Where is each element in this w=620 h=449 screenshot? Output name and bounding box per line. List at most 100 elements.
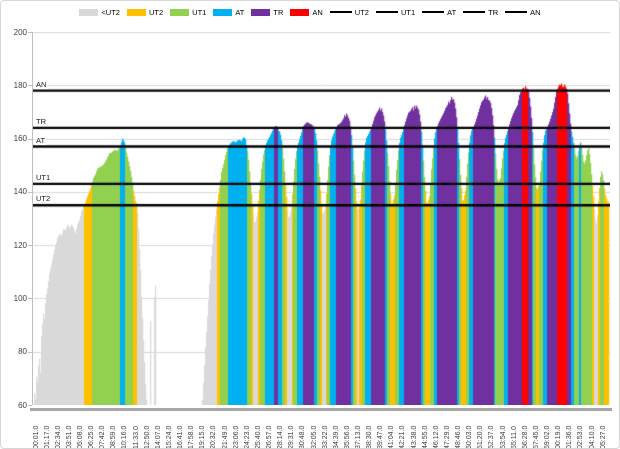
y-axis-tick — [28, 138, 32, 140]
x-axis-tick-label: 26:57.0 — [266, 425, 274, 449]
y-axis-tick — [28, 85, 32, 87]
x-axis-tick-label: 42:21.0 — [399, 425, 407, 449]
legend-item-an-line: AN — [505, 7, 541, 17]
x-axis-tick-label: 29:31.0 — [288, 425, 296, 449]
y-axis-tick-label: 200 — [13, 27, 27, 37]
x-axis-tick-label: 04:10.0 — [588, 425, 596, 449]
legend-item-ut1-area: UT1 — [170, 8, 206, 17]
legend-item-lt-ut2-area: <UT2 — [79, 8, 120, 17]
y-axis-tick — [28, 351, 32, 353]
x-axis-tick-label: 05:27.0 — [599, 425, 607, 449]
x-axis-tick-label: 57:45.0 — [532, 425, 540, 449]
chart-legend: <UT2 UT2 UT1 AT TR AN UT2 UT1 AT TR AN — [1, 5, 619, 19]
x-axis-tick-label: 05:08.0 — [76, 425, 84, 449]
x-axis-tick-label: 02:34.0 — [54, 425, 62, 449]
x-axis-line — [30, 408, 612, 411]
x-axis-tick-label: 32:05.0 — [310, 425, 318, 449]
x-axis-tick-label: 16:41.0 — [177, 425, 185, 449]
legend-swatch-icon — [126, 8, 146, 16]
legend-swatch-icon — [290, 8, 310, 16]
x-axis-tick-label: 52:37.0 — [488, 425, 496, 449]
x-axis-tick-label: 43:38.0 — [410, 425, 418, 449]
x-axis-tick-label: 02:53.0 — [577, 425, 585, 449]
legend-swatch-icon — [213, 8, 233, 16]
y-axis-tick — [28, 245, 32, 247]
legend-item-ut1-line: UT1 — [375, 7, 416, 17]
heart-rate-area-chart — [33, 32, 610, 405]
x-axis-tick-label: 20:32.0 — [210, 425, 218, 449]
legend-item-at-line: AT — [422, 8, 456, 17]
threshold-label-an: AN — [35, 79, 48, 89]
legend-item-an-area: AN — [290, 7, 323, 17]
y-axis-tick-label: 100 — [13, 293, 27, 303]
x-axis-tick-label: 53:54.0 — [499, 425, 507, 449]
y-axis-tick — [28, 32, 32, 33]
legend-label: UT2 — [148, 7, 164, 17]
legend-label: AN — [312, 7, 323, 17]
x-axis-tick-label: 17:58.0 — [188, 425, 196, 449]
x-axis-tick-label: 24:23.0 — [243, 425, 251, 449]
x-axis-tick-label: 38:30.0 — [366, 425, 374, 449]
legend-label: UT1 — [400, 7, 416, 17]
x-axis-tick-label: 23:06.0 — [232, 425, 240, 449]
y-axis-tick-label: 140 — [13, 187, 27, 197]
legend-label: UT2 — [354, 7, 369, 17]
legend-label: AN — [530, 7, 541, 17]
x-axis-tick-label: 14:07.0 — [154, 425, 162, 449]
x-axis-tick-label: 01:36.0 — [566, 425, 574, 449]
y-axis-tick-label: 120 — [13, 240, 27, 250]
x-axis-tick-label: 34:39.0 — [332, 425, 340, 449]
legend-line-icon — [422, 10, 445, 14]
x-axis-tick-label: 07:42.0 — [99, 425, 107, 449]
x-axis-tick-label: 50:03.0 — [466, 425, 474, 449]
x-axis-tick-label: 44:55.0 — [421, 425, 429, 449]
x-axis-tick-label: 37:13.0 — [354, 425, 362, 449]
x-axis-tick-label: 00:01.0 — [32, 425, 40, 449]
legend-swatch-icon — [170, 8, 190, 16]
threshold-label-ut2: UT2 — [35, 194, 52, 204]
legend-item-tr-area: TR — [251, 8, 283, 17]
legend-swatch-icon — [79, 8, 99, 16]
x-axis-tick-label: 12:50.0 — [143, 425, 151, 449]
legend-line-icon — [463, 10, 486, 14]
x-axis-tick-label: 28:14.0 — [277, 425, 285, 449]
legend-label: UT1 — [192, 7, 207, 17]
x-axis-tick-label: 03:51.0 — [65, 425, 73, 449]
x-axis-tick-label: 46:12.0 — [432, 425, 440, 449]
x-axis-tick-label: 33:22.0 — [321, 425, 329, 449]
y-axis-tick — [28, 298, 32, 300]
x-axis-tick-label: 21:49.0 — [221, 425, 229, 449]
plot-area — [32, 32, 610, 405]
legend-label: AT — [235, 7, 245, 17]
legend-item-ut2-line: UT2 — [329, 7, 369, 17]
x-axis-tick-label: 56:28.0 — [521, 425, 529, 449]
x-axis-tick-label: 51:20.0 — [477, 425, 485, 449]
y-axis-tick — [28, 405, 32, 406]
legend-label: TR — [273, 7, 284, 17]
threshold-label-ut1: UT1 — [35, 172, 52, 182]
x-axis-tick-label: 01:17.0 — [43, 425, 51, 449]
x-axis-tick-label: 55:11.0 — [510, 426, 518, 449]
legend-label: AT — [447, 7, 457, 17]
x-axis-tick-label: 06:25.0 — [88, 425, 96, 449]
y-axis-tick-label: 160 — [13, 134, 27, 144]
x-axis-tick-label: 47:29.0 — [443, 425, 451, 449]
legend-label: TR — [488, 7, 499, 17]
y-axis-tick-label: 180 — [13, 80, 27, 90]
threshold-label-tr: TR — [35, 116, 47, 126]
x-axis-tick-label: 25:40.0 — [254, 425, 262, 449]
x-axis-tick-label: 08:59.0 — [110, 425, 118, 449]
legend-label: <UT2 — [101, 7, 120, 17]
x-axis-tick-label: 10:16.0 — [121, 425, 129, 449]
legend-item-tr-line: TR — [463, 8, 498, 17]
x-axis-tick-label: 30:48.0 — [299, 425, 307, 449]
x-axis-tick-label: 11:33.0 — [132, 426, 140, 449]
x-axis-tick-label: 00:19.0 — [555, 425, 563, 449]
legend-item-ut2-area: UT2 — [126, 7, 164, 17]
legend-swatch-icon — [251, 8, 271, 16]
x-axis-tick-label: 35:56.0 — [343, 425, 351, 449]
x-axis-tick-label: 48:46.0 — [455, 425, 463, 449]
x-axis-tick-label: 59:02.0 — [544, 425, 552, 449]
legend-line-icon — [329, 10, 352, 14]
